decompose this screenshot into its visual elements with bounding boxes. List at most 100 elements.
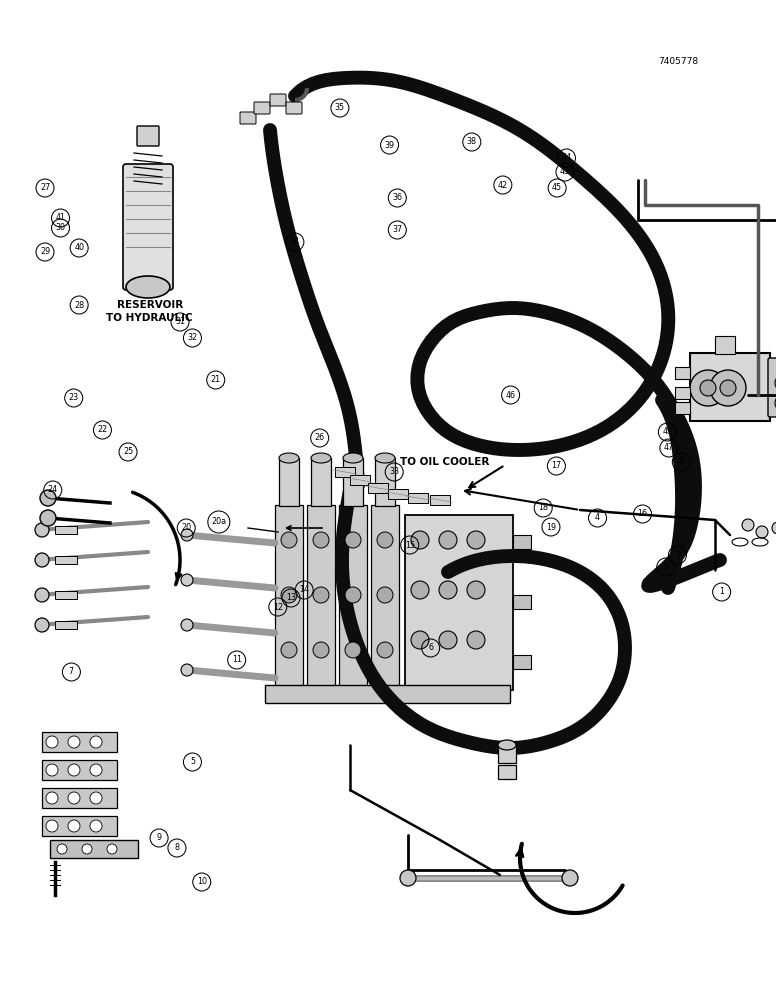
- Circle shape: [181, 664, 193, 676]
- FancyBboxPatch shape: [137, 126, 159, 146]
- Ellipse shape: [126, 276, 170, 298]
- Circle shape: [181, 619, 193, 631]
- Ellipse shape: [311, 453, 331, 463]
- Ellipse shape: [279, 453, 299, 463]
- Circle shape: [281, 587, 297, 603]
- Text: 30: 30: [56, 224, 65, 232]
- Circle shape: [90, 792, 102, 804]
- Text: 16: 16: [638, 510, 647, 518]
- Text: 34: 34: [290, 237, 300, 246]
- Circle shape: [700, 380, 716, 396]
- Circle shape: [40, 490, 56, 506]
- Circle shape: [40, 510, 56, 526]
- Circle shape: [57, 844, 67, 854]
- Bar: [42, 732, 117, 752]
- Bar: [350, 475, 370, 485]
- Text: 17: 17: [551, 462, 562, 471]
- Bar: [368, 483, 388, 493]
- Circle shape: [377, 642, 393, 658]
- Text: 26: 26: [314, 434, 325, 442]
- Bar: [408, 493, 428, 503]
- Circle shape: [90, 736, 102, 748]
- Text: 19: 19: [546, 522, 556, 532]
- Text: 21: 21: [210, 375, 221, 384]
- Text: 36: 36: [393, 194, 402, 202]
- Text: 32: 32: [187, 334, 198, 342]
- Text: 38: 38: [467, 137, 476, 146]
- Ellipse shape: [375, 453, 395, 463]
- Circle shape: [68, 820, 80, 832]
- Text: 37: 37: [392, 226, 403, 234]
- Bar: [690, 353, 770, 421]
- Circle shape: [281, 642, 297, 658]
- FancyBboxPatch shape: [270, 94, 286, 106]
- Circle shape: [710, 370, 746, 406]
- Text: 3: 3: [675, 550, 680, 560]
- Bar: [50, 840, 138, 858]
- Text: 12: 12: [272, 602, 283, 611]
- Circle shape: [775, 374, 776, 392]
- Text: 45: 45: [552, 184, 563, 192]
- Bar: [675, 367, 690, 379]
- Text: 47: 47: [663, 444, 674, 452]
- Bar: [279, 458, 299, 506]
- Text: 40: 40: [74, 243, 84, 252]
- Circle shape: [400, 870, 416, 886]
- Circle shape: [377, 587, 393, 603]
- FancyBboxPatch shape: [286, 102, 302, 114]
- Bar: [513, 535, 531, 549]
- Circle shape: [439, 631, 457, 649]
- Circle shape: [46, 764, 58, 776]
- Circle shape: [720, 380, 736, 396]
- Text: 29: 29: [40, 247, 50, 256]
- Circle shape: [181, 529, 193, 541]
- Text: 7405778: 7405778: [658, 57, 698, 66]
- Text: 9: 9: [157, 834, 161, 842]
- Circle shape: [68, 792, 80, 804]
- Circle shape: [345, 642, 361, 658]
- Circle shape: [411, 631, 429, 649]
- Bar: [275, 505, 303, 690]
- Text: 4: 4: [595, 514, 600, 522]
- Text: 8: 8: [175, 844, 179, 852]
- Text: TO HYDRAULIC: TO HYDRAULIC: [106, 313, 193, 323]
- Circle shape: [742, 519, 754, 531]
- Bar: [375, 458, 395, 506]
- Circle shape: [377, 532, 393, 548]
- Circle shape: [46, 792, 58, 804]
- Bar: [388, 489, 408, 499]
- Circle shape: [345, 587, 361, 603]
- Circle shape: [775, 394, 776, 412]
- Text: 42: 42: [497, 180, 508, 190]
- Bar: [42, 816, 117, 836]
- FancyBboxPatch shape: [254, 102, 270, 114]
- Bar: [675, 402, 690, 414]
- Text: 11: 11: [232, 656, 241, 664]
- Ellipse shape: [343, 453, 363, 463]
- Circle shape: [68, 764, 80, 776]
- Text: 24: 24: [47, 486, 58, 494]
- Circle shape: [181, 574, 193, 586]
- Bar: [715, 336, 735, 354]
- Text: 18: 18: [539, 504, 548, 512]
- Text: 5: 5: [190, 758, 195, 766]
- Text: 20: 20: [181, 524, 192, 532]
- Bar: [335, 467, 355, 477]
- Text: 31: 31: [175, 318, 185, 326]
- Bar: [265, 685, 510, 703]
- Text: 1: 1: [719, 587, 724, 596]
- Text: 39: 39: [384, 140, 395, 149]
- Text: 41: 41: [56, 214, 65, 223]
- Text: 22: 22: [97, 426, 108, 434]
- FancyBboxPatch shape: [123, 164, 173, 290]
- Circle shape: [46, 820, 58, 832]
- Circle shape: [281, 532, 297, 548]
- Bar: [42, 788, 117, 808]
- Circle shape: [756, 526, 768, 538]
- Text: 13: 13: [286, 593, 296, 602]
- Circle shape: [411, 531, 429, 549]
- Bar: [498, 745, 516, 763]
- Text: 28: 28: [74, 300, 85, 310]
- Ellipse shape: [498, 740, 516, 750]
- FancyBboxPatch shape: [768, 358, 776, 417]
